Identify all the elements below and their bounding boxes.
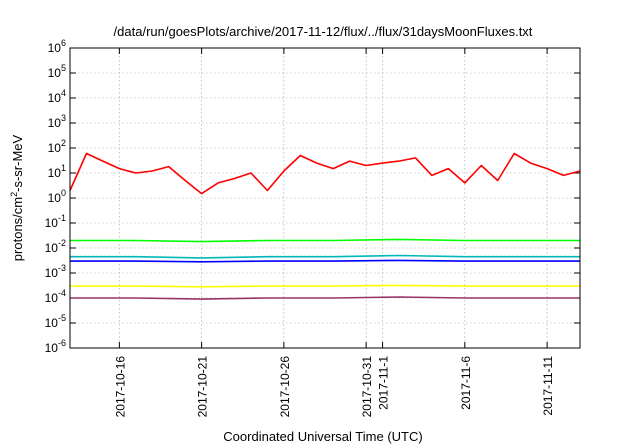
x-tick-label: 2017-10-16 bbox=[113, 356, 127, 418]
y-tick-label: 106 bbox=[48, 38, 66, 55]
y-tick-labels: 10-6 10-5 10-4 10-3 10-2 10-1 100 101 102 103 104 1… bbox=[45, 38, 66, 355]
x-tick-label: 2017-11-1 bbox=[377, 356, 391, 410]
y-tick-label: 10-5 bbox=[45, 313, 66, 330]
y-tick-label: 10-6 bbox=[45, 338, 66, 355]
y-tick-label: 10-3 bbox=[45, 263, 66, 280]
y-tick-label: 103 bbox=[48, 113, 66, 130]
series-line-5 bbox=[70, 284, 580, 288]
y-axis-label-prefix: protons/cm bbox=[10, 197, 25, 261]
y-tick-label: 102 bbox=[48, 138, 66, 155]
series-line-6 bbox=[70, 296, 580, 300]
y-tick-label: 100 bbox=[48, 188, 66, 205]
plot-frame bbox=[69, 47, 581, 349]
x-tick-label: 2017-10-26 bbox=[278, 356, 292, 418]
y-axis-label: protons/cm2-s-sr-MeV bbox=[9, 134, 25, 261]
x-tick-label: 2017-10-31 bbox=[360, 356, 374, 418]
x-tick-labels: 2017-10-16 2017-10-21 2017-10-26 2017-10-31… bbox=[113, 356, 555, 418]
chart-title: /data/run/goesPlots/archive/2017-11-12/f… bbox=[114, 24, 533, 39]
y-axis-label-sup: 2 bbox=[9, 192, 19, 197]
series-group bbox=[69, 152, 581, 300]
x-tick-label: 2017-10-21 bbox=[196, 356, 210, 418]
grid bbox=[70, 48, 580, 348]
series-line-2 bbox=[70, 238, 580, 243]
y-tick-label: 10-2 bbox=[45, 238, 66, 255]
x-tick-label: 2017-11-6 bbox=[459, 356, 473, 410]
x-tick-label: 2017-11-11 bbox=[541, 356, 555, 416]
y-axis-label-suffix: -s-sr-MeV bbox=[10, 134, 25, 191]
y-tick-label: 10-4 bbox=[45, 288, 66, 305]
series-line-4 bbox=[70, 259, 580, 263]
y-tick-label: 10-1 bbox=[45, 213, 66, 230]
x-axis-label: Coordinated Universal Time (UTC) bbox=[223, 429, 422, 444]
y-tick-label: 104 bbox=[48, 88, 66, 105]
series-line-3 bbox=[70, 254, 580, 259]
series-line-1 bbox=[69, 152, 581, 195]
y-tick-label: 105 bbox=[48, 63, 66, 80]
y-tick-label: 101 bbox=[48, 163, 66, 180]
